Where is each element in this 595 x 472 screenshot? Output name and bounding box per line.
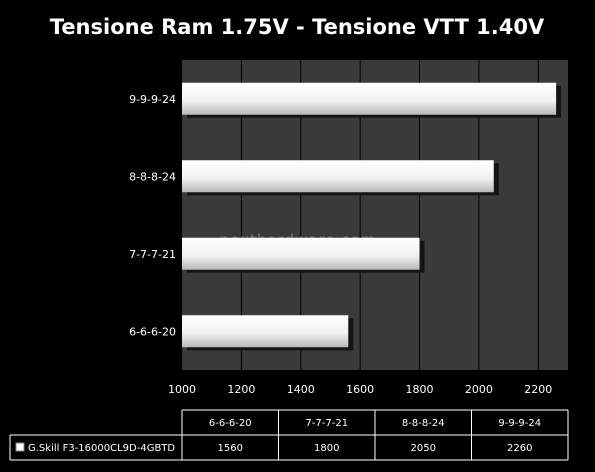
table-value: 2050 (411, 443, 436, 454)
bar (182, 82, 557, 115)
bars (182, 82, 562, 351)
x-tick-label: 2000 (465, 383, 493, 396)
table-header: 8-8-8-24 (402, 418, 445, 429)
table-value: 2260 (507, 443, 532, 454)
category-label: 7-7-7-21 (129, 248, 176, 261)
category-labels: 6-6-6-20 7-7-7-21 8-8-8-24 9-9-9-24 (129, 93, 176, 339)
x-tick-label: 1600 (346, 383, 374, 396)
table-header: 6-6-6-20 (209, 418, 252, 429)
table-value: 1800 (314, 443, 339, 454)
chart-title: Tensione Ram 1.75V - Tensione VTT 1.40V (50, 15, 545, 39)
bar (182, 160, 494, 193)
category-label: 8-8-8-24 (129, 170, 176, 183)
legend-label: G.Skill F3-16000CL9D-4GBTD (28, 443, 175, 454)
category-label: 6-6-6-20 (129, 325, 176, 338)
table-header: 9-9-9-24 (498, 418, 541, 429)
table-header: 7-7-7-21 (305, 418, 348, 429)
table-value: 1560 (218, 443, 243, 454)
x-tick-label: 2200 (524, 383, 552, 396)
bar (182, 237, 420, 270)
x-tick-label: 1800 (406, 383, 434, 396)
data-table: 6-6-6-20 7-7-7-21 8-8-8-24 9-9-9-24 1560 1800… (9, 409, 569, 461)
x-tick-label: 1200 (227, 383, 255, 396)
x-tick-label: 1000 (168, 383, 196, 396)
category-label: 9-9-9-24 (129, 93, 176, 106)
x-tick-labels: 1000 1200 1400 1600 1800 2000 2200 (168, 383, 552, 396)
x-tick-label: 1400 (287, 383, 315, 396)
bar (182, 315, 349, 348)
legend-swatch (15, 442, 25, 452)
